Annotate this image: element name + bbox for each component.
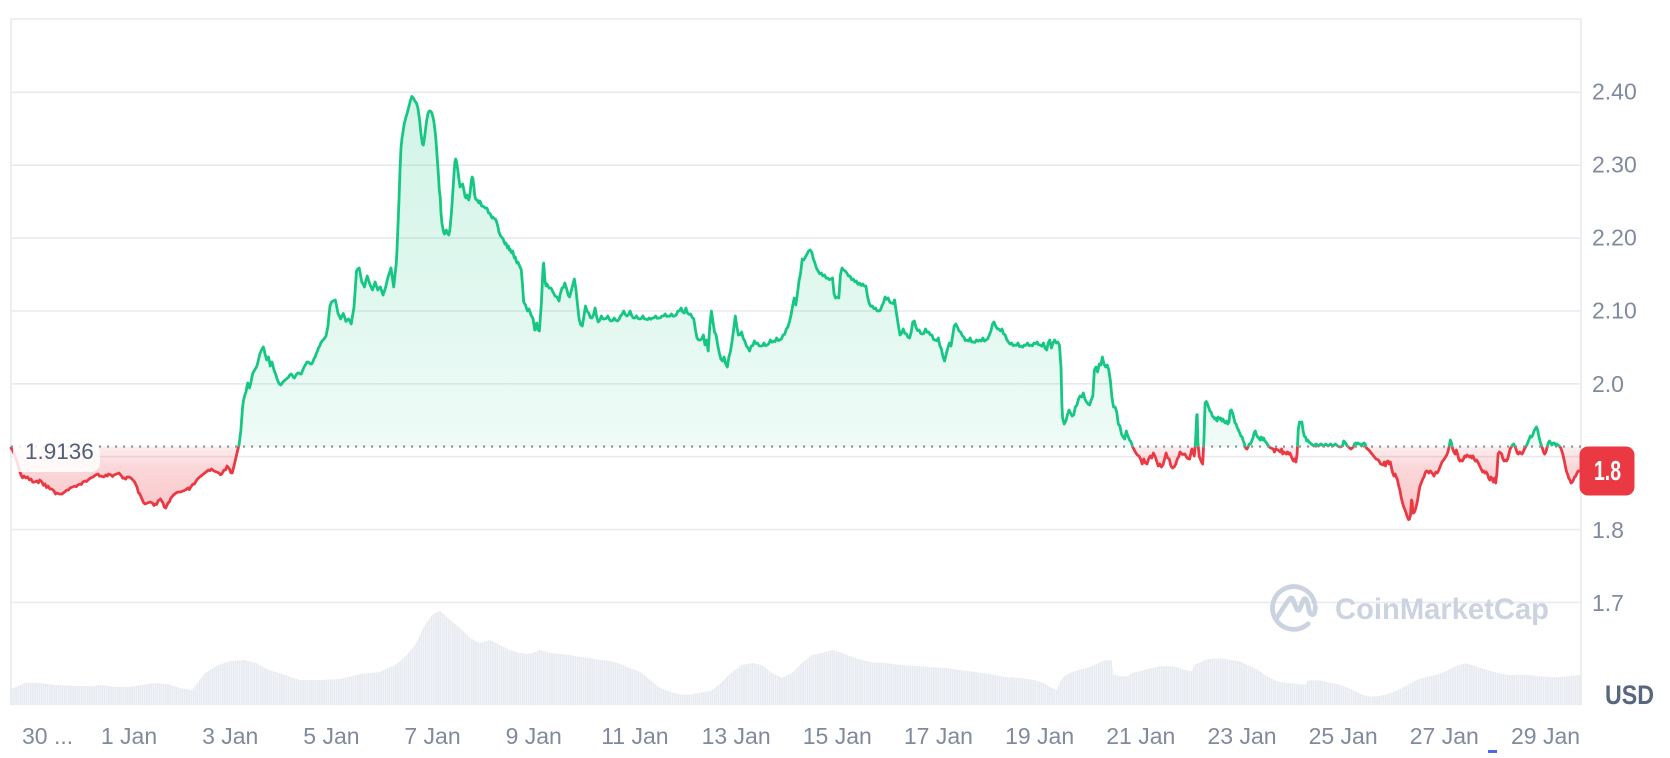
svg-text:21 Jan: 21 Jan (1106, 723, 1175, 749)
svg-text:30 ...: 30 ... (22, 723, 73, 749)
svg-text:29 Jan: 29 Jan (1511, 723, 1580, 749)
svg-text:23 Jan: 23 Jan (1207, 723, 1276, 749)
svg-text:1.8: 1.8 (1594, 455, 1621, 486)
svg-text:15 Jan: 15 Jan (803, 723, 872, 749)
svg-text:3 Jan: 3 Jan (202, 723, 258, 749)
svg-text:1.8: 1.8 (1592, 517, 1624, 543)
svg-text:13 Jan: 13 Jan (702, 723, 771, 749)
svg-text:2.20: 2.20 (1592, 225, 1637, 251)
svg-text:2.30: 2.30 (1592, 152, 1637, 178)
svg-text:11 Jan: 11 Jan (601, 723, 668, 749)
svg-text:1.9136: 1.9136 (25, 439, 94, 464)
svg-text:2.10: 2.10 (1592, 298, 1637, 324)
svg-text:27 Jan: 27 Jan (1410, 723, 1479, 749)
svg-text:2.0: 2.0 (1592, 371, 1624, 397)
svg-text:19 Jan: 19 Jan (1005, 723, 1074, 749)
svg-text:7 Jan: 7 Jan (404, 723, 460, 749)
svg-text:17 Jan: 17 Jan (904, 723, 973, 749)
svg-text:CoinMarketCap: CoinMarketCap (1335, 593, 1549, 626)
svg-text:USD: USD (1605, 680, 1654, 710)
svg-text:2.40: 2.40 (1592, 79, 1637, 105)
svg-text:5 Jan: 5 Jan (303, 723, 359, 749)
svg-text:25 Jan: 25 Jan (1309, 723, 1378, 749)
svg-text:1.7: 1.7 (1592, 590, 1624, 616)
svg-text:9 Jan: 9 Jan (506, 723, 562, 749)
svg-text:1 Jan: 1 Jan (101, 723, 157, 749)
